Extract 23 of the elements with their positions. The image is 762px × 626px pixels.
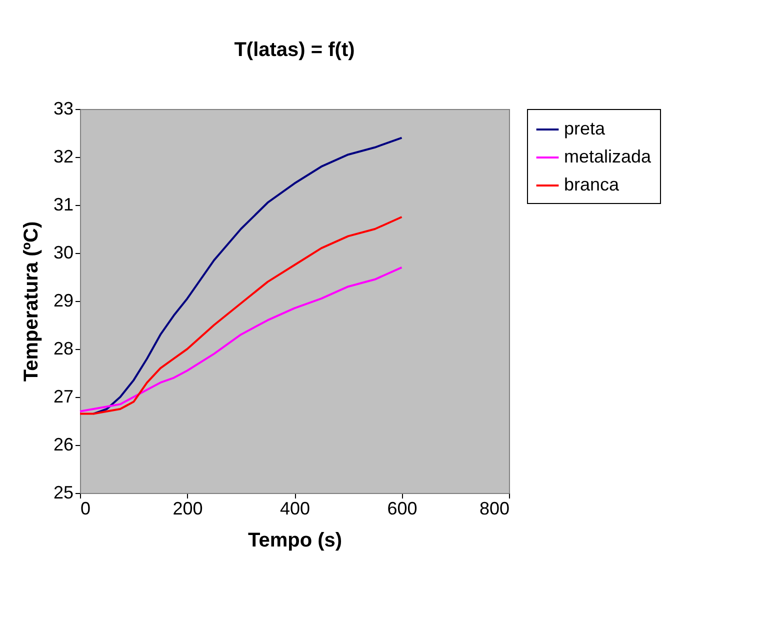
y-tick-label: 25	[53, 482, 74, 502]
line-series	[92, 136, 403, 415]
legend-label: branca	[564, 174, 620, 194]
x-axis-title: Tempo (s)	[248, 530, 342, 552]
x-tick-label: 0	[80, 498, 91, 518]
x-tick-label: 600	[387, 498, 418, 518]
x-tick-label: 400	[280, 498, 310, 518]
legend-label: preta	[564, 118, 606, 138]
y-tick-label: 32	[53, 146, 74, 166]
x-tick-label: 200	[172, 498, 203, 518]
legend-label: metalizada	[564, 146, 652, 166]
x-tick-label: 800	[479, 498, 510, 518]
line-series	[79, 266, 403, 412]
y-tick-label: 28	[53, 338, 74, 358]
y-tick-label: 33	[53, 98, 74, 118]
y-tick-label: 26	[53, 434, 74, 454]
y-axis-title: Temperatura (ºC)	[20, 221, 42, 382]
y-tick-label: 30	[53, 242, 74, 262]
y-tick-label: 31	[53, 194, 74, 214]
y-tick-label: 29	[53, 290, 74, 310]
y-tick-label: 27	[53, 386, 74, 406]
line-series	[79, 216, 403, 415]
chart-title: T(latas) = f(t)	[234, 39, 355, 61]
